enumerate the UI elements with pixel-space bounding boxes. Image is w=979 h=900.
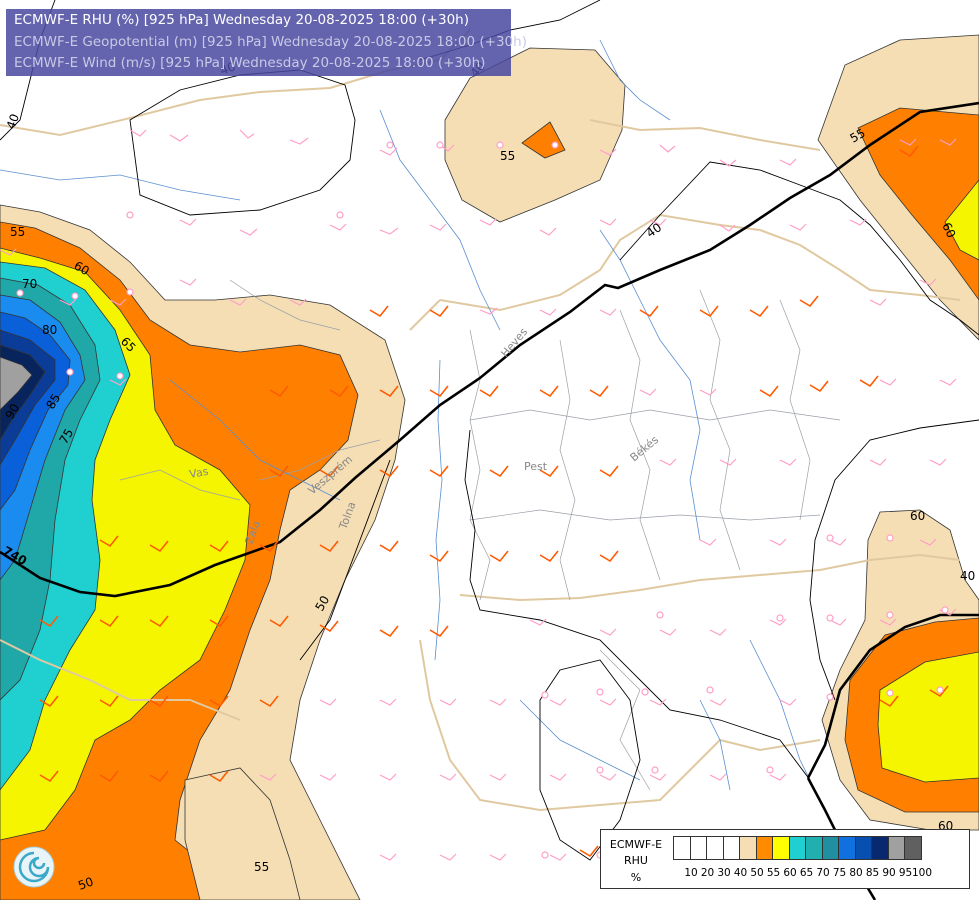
rhu-label: 60	[910, 509, 925, 523]
legend-tick: 60	[783, 867, 797, 879]
legend-tick: 80	[849, 867, 863, 879]
legend-param-label: RHU	[624, 854, 648, 867]
rhu-label: 90	[2, 401, 22, 421]
legend-tick: 100	[911, 867, 933, 879]
wind-barbs-high	[39, 145, 949, 858]
legend-tick: 40	[733, 867, 748, 879]
legend-tick: 75	[832, 867, 847, 879]
legend-tick: 90	[882, 867, 896, 879]
legend-tick: 95	[898, 867, 913, 879]
geopotential-thin-4	[619, 161, 979, 336]
ecmwf-logo-icon	[12, 845, 56, 889]
rhu-contour-labels: 55 60 65 70 75 80 85 90 50 55 60 50 55 6…	[2, 126, 958, 893]
legend-swatch	[788, 836, 806, 860]
rhu-legend: ECMWF-E RHU % 10 20 30 40 50 55 60 65 70 75 80 85 90…	[600, 829, 970, 889]
legend-unit-label: %	[630, 871, 642, 884]
legend-tick: 10	[684, 867, 698, 879]
rhu-55-area-ne	[857, 107, 979, 301]
legend-swatch	[854, 836, 872, 860]
legend-swatch	[805, 836, 823, 860]
rhu-label: 85	[43, 391, 63, 411]
geopotential-740-line-se	[806, 613, 979, 779]
legend-swatch	[887, 836, 905, 860]
rhu-60-area-ne	[944, 179, 979, 261]
legend-swatch	[772, 836, 790, 860]
legend-swatch	[755, 836, 773, 860]
legend-swatch	[673, 836, 691, 860]
rhu-label: 55	[254, 860, 269, 874]
rhu-north-blob	[444, 47, 626, 223]
rhu-northeast	[817, 34, 979, 341]
geopotential-label: 40	[4, 112, 22, 131]
rhu-label: 60	[72, 258, 92, 278]
legend-swatch	[821, 836, 839, 860]
legend-tick-labels: 10 20 30 40 50 55 60 65 70 75 80 85 90 95 100	[673, 867, 973, 881]
wind-barbs-low	[0, 129, 957, 861]
geopotential-thin-8	[299, 459, 391, 661]
rhu-label: 55	[10, 225, 25, 239]
legend-tick: 65	[799, 867, 814, 879]
title-wind: ECMWF-E Wind (m/s) [925 hPa] Wednesday 2…	[14, 55, 486, 71]
rhu-95-area-west	[0, 356, 33, 411]
place-label: Békés	[628, 433, 662, 464]
legend-swatch	[904, 836, 922, 860]
rhu-label: 55	[500, 149, 515, 163]
legend-tick: 85	[865, 867, 880, 879]
legend-swatch	[871, 836, 889, 860]
map-title-box: ECMWF-E RHU (%) [925 hPa] Wednesday 20-0…	[6, 9, 527, 76]
legend-tick: 20	[700, 867, 715, 879]
geopotential-740-line	[0, 101, 979, 598]
rhu-label: 80	[42, 323, 57, 337]
legend-color-swatches	[673, 836, 922, 860]
title-rhu: ECMWF-E RHU (%) [925 hPa] Wednesday 20-0…	[14, 12, 469, 28]
legend-swatch	[739, 836, 757, 860]
rhu-west-system	[0, 204, 406, 900]
rhu-label: 55	[848, 126, 868, 146]
rhu-50-area-w-inner	[184, 767, 301, 900]
rhu-label: 50	[76, 874, 95, 892]
title-geopotential: ECMWF-E Geopotential (m) [925 hPa] Wedne…	[14, 34, 527, 50]
station-markers	[16, 141, 949, 859]
geopotential-thin-7	[539, 659, 641, 861]
geopotential-label: 40	[960, 569, 975, 583]
legend-swatch	[706, 836, 724, 860]
geopotential-thin-5	[809, 419, 979, 701]
legend-swatch	[689, 836, 707, 860]
legend-tick: 30	[717, 867, 731, 879]
rhu-label: 60	[939, 220, 958, 240]
rhu-60-area-se	[877, 651, 979, 783]
legend-swatch	[838, 836, 856, 860]
legend-tick: 55	[766, 867, 781, 879]
geopotential-thin-6	[464, 429, 811, 781]
rhu-southeast	[821, 509, 979, 831]
legend-tick: 70	[816, 867, 830, 879]
rhu-label: 70	[22, 277, 37, 291]
legend-tick: 50	[750, 867, 764, 879]
rhu-55-area-north	[521, 121, 566, 159]
legend-model-label: ECMWF-E	[609, 838, 663, 851]
rhu-label: 50	[312, 593, 332, 613]
place-label: Pest	[524, 460, 548, 473]
county-lines	[119, 279, 841, 791]
place-label: Vas	[188, 465, 209, 481]
legend-swatch	[722, 836, 740, 860]
rhu-label: 75	[56, 426, 76, 446]
geopotential-thin-1	[129, 69, 356, 216]
